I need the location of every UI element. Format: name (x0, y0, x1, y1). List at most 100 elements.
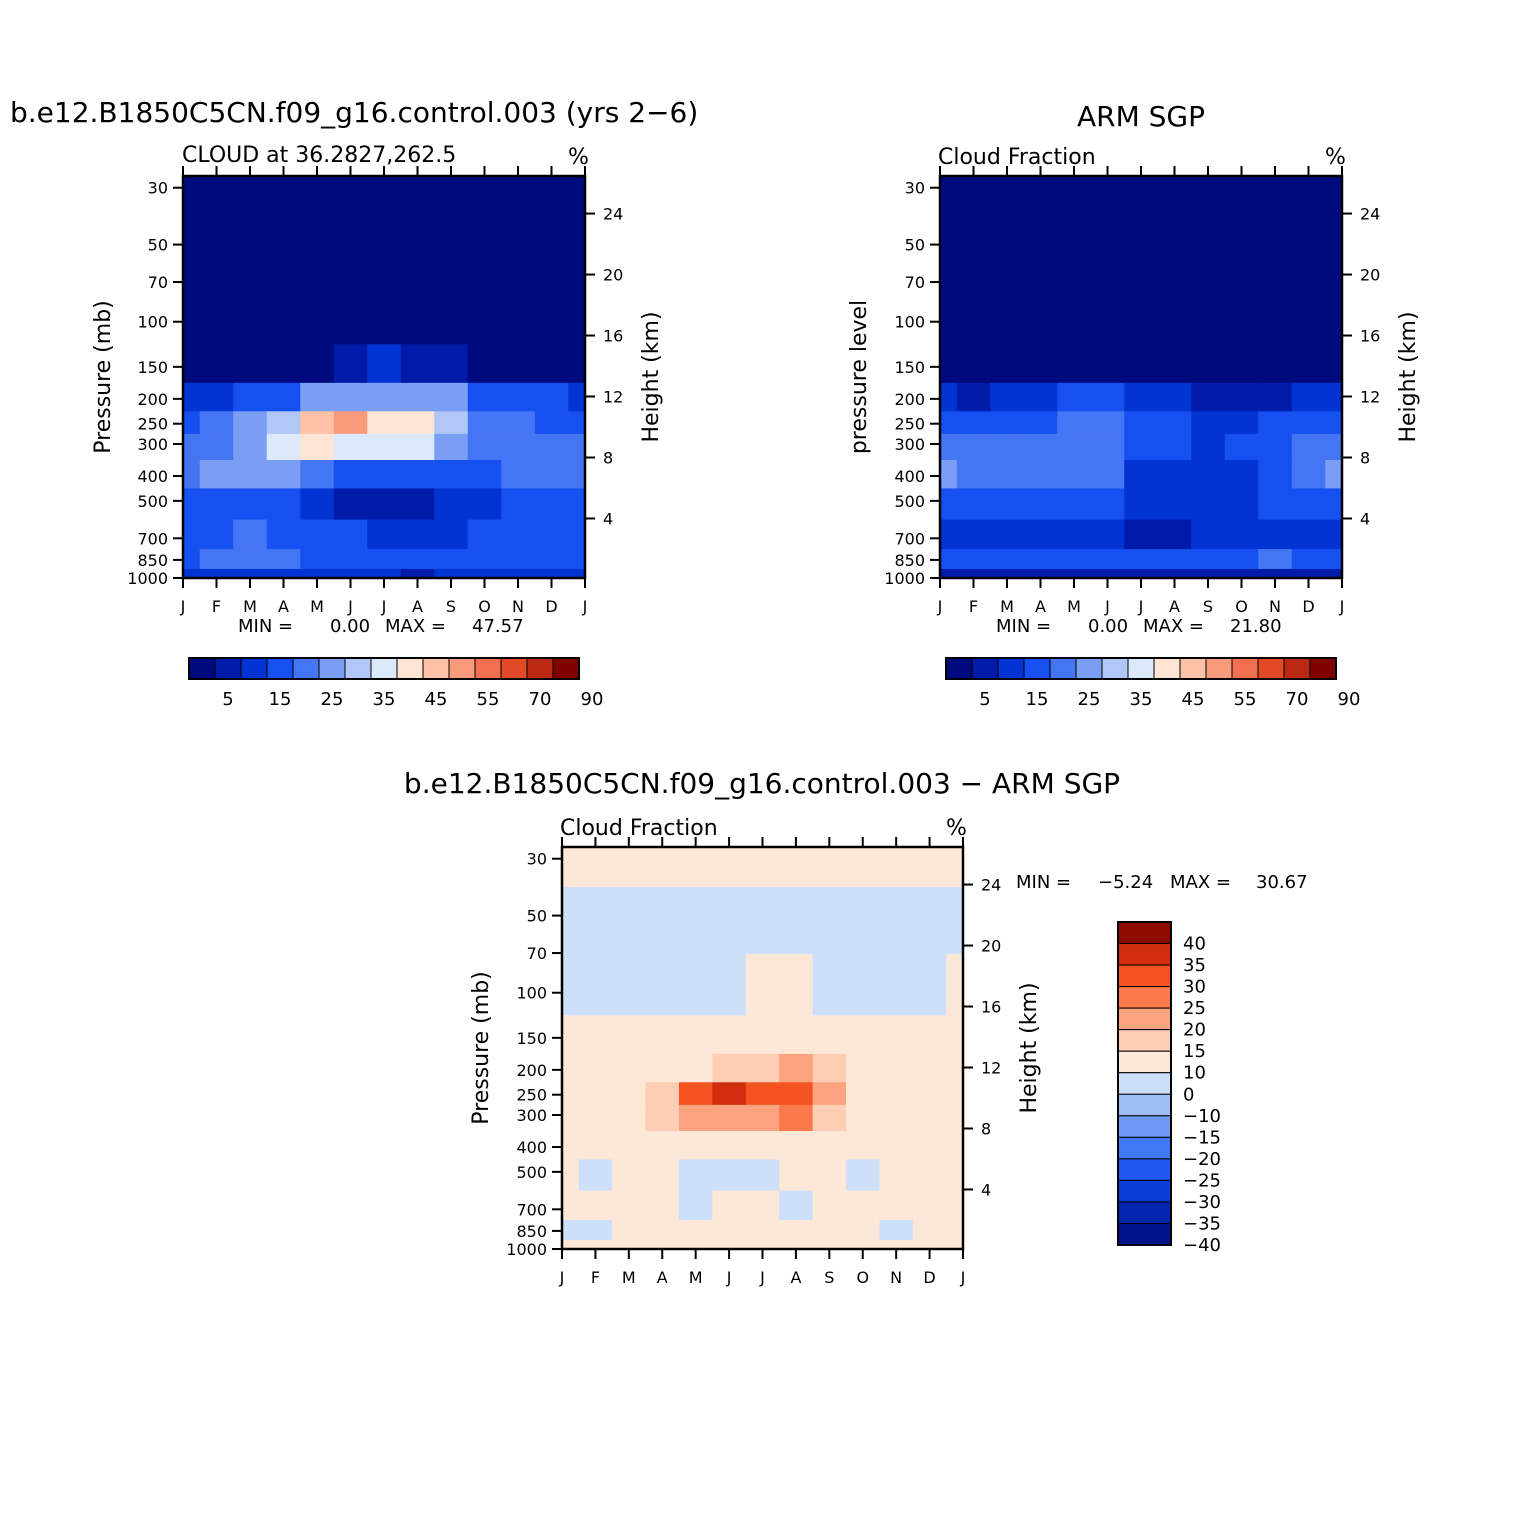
heatmap-cell (912, 1015, 947, 1055)
heatmap-cell (712, 1082, 747, 1106)
heatmap-cell (183, 411, 201, 435)
heatmap-cell (562, 1190, 580, 1221)
colorbar-swatch (971, 657, 999, 680)
heatmap-cell (779, 1220, 814, 1241)
heatmap-cell (745, 1015, 780, 1055)
heatmap-cell (1224, 283, 1259, 345)
heatmap-cell (812, 1015, 847, 1055)
x-tick-label: J (759, 1268, 765, 1287)
heatmap-cell (467, 488, 502, 521)
panel2-units: % (1325, 145, 1346, 170)
colorbar-swatch (1117, 1115, 1172, 1138)
colorbar-tick-label: 25 (1078, 689, 1101, 710)
heatmap-cell (956, 549, 991, 570)
x-tick-label: F (591, 1268, 600, 1287)
heatmap-cell (1090, 519, 1125, 550)
heatmap-cell (712, 1053, 747, 1083)
heatmap-cell (1291, 488, 1326, 521)
heatmap-cell (846, 1131, 881, 1161)
heatmap-cell (956, 433, 991, 461)
heatmap-cell (678, 1239, 713, 1250)
colorbar-swatch (396, 657, 424, 680)
heatmap-cell (1157, 283, 1192, 345)
heatmap-cell (1023, 283, 1058, 345)
x-tick-label: M (310, 597, 324, 616)
colorbar-swatch (1127, 657, 1155, 680)
heatmap-cell (1258, 382, 1293, 412)
colorbar-swatch (1117, 1179, 1172, 1203)
heatmap-cell (912, 887, 947, 955)
heatmap-cell (534, 283, 569, 345)
heatmap-cell (940, 216, 958, 284)
heatmap-cell (946, 847, 964, 888)
panel2-colorbar: 5 15 25 35 45 55 70 90 (945, 657, 1360, 710)
y-right-tick-label: 12 (1360, 388, 1380, 407)
heatmap-cell (434, 283, 469, 345)
y-tick-label: 850 (894, 551, 925, 570)
heatmap-cell (1090, 433, 1125, 461)
heatmap-cell (266, 344, 301, 384)
colorbar-swatch (1231, 657, 1259, 680)
heatmap-cell (956, 568, 991, 579)
heatmap-cell (300, 176, 335, 217)
colorbar-tick-label: −30 (1183, 1192, 1221, 1213)
colorbar-swatch (474, 657, 502, 680)
heatmap-cell (400, 568, 435, 579)
heatmap-cell (678, 1159, 713, 1192)
heatmap-cell (367, 519, 402, 550)
heatmap-cell (1191, 382, 1226, 412)
heatmap-cell (1191, 460, 1226, 490)
colorbar-tick-label: 25 (1183, 998, 1206, 1019)
heatmap-cell (1124, 549, 1159, 570)
heatmap-cell (300, 519, 335, 550)
heatmap-cell (946, 1239, 964, 1250)
heatmap-cell (233, 549, 268, 570)
x-tick-label: J (726, 1268, 732, 1287)
heatmap-cell (266, 411, 301, 435)
y-right-tick-label: 20 (981, 937, 1001, 956)
heatmap-cell (1325, 283, 1343, 345)
heatmap-cell (534, 433, 569, 461)
heatmap-cell (578, 1104, 613, 1132)
heatmap-cell (1124, 488, 1159, 521)
heatmap-cell (266, 433, 301, 461)
heatmap-cell (612, 1239, 647, 1250)
heatmap-cell (1023, 216, 1058, 284)
heatmap-cell (1291, 568, 1326, 579)
heatmap-cell (940, 382, 958, 412)
colorbar-swatch (448, 657, 476, 680)
panel2-ylabel-right: Height (km) (1396, 311, 1421, 442)
heatmap-cell (1325, 216, 1343, 284)
heatmap-cell (812, 954, 847, 1016)
y-right-tick-label: 24 (603, 205, 623, 224)
heatmap-cell (812, 887, 847, 955)
panel3-max-label: MAX = (1170, 872, 1231, 893)
x-tick-label: S (446, 597, 456, 616)
colorbar-tick-label: 35 (373, 689, 396, 710)
heatmap-cell (1258, 283, 1293, 345)
colorbar-swatch (318, 657, 346, 680)
heatmap-cell (367, 460, 402, 490)
heatmap-cell (645, 1015, 680, 1055)
heatmap-cell (645, 1159, 680, 1192)
x-tick-label: J (381, 597, 387, 616)
heatmap-cell (990, 460, 1025, 490)
heatmap-cell (1291, 519, 1326, 550)
panel3-title: b.e12.B1850C5CN.f09_g16.control.003 − AR… (404, 767, 1120, 800)
heatmap-cell (1191, 549, 1226, 570)
heatmap-cell (1023, 433, 1058, 461)
heatmap-cell (183, 283, 201, 345)
heatmap-cell (400, 549, 435, 570)
heatmap-cell (233, 460, 268, 490)
heatmap-cell (912, 954, 947, 1016)
heatmap-cell (501, 519, 536, 550)
heatmap-cell (879, 1220, 914, 1241)
heatmap-cell (501, 460, 536, 490)
heatmap-cell (1191, 283, 1226, 345)
colorbar-swatch (1179, 657, 1207, 680)
heatmap-cell (467, 216, 502, 284)
heatmap-cell (879, 1053, 914, 1083)
x-tick-label: F (212, 597, 221, 616)
